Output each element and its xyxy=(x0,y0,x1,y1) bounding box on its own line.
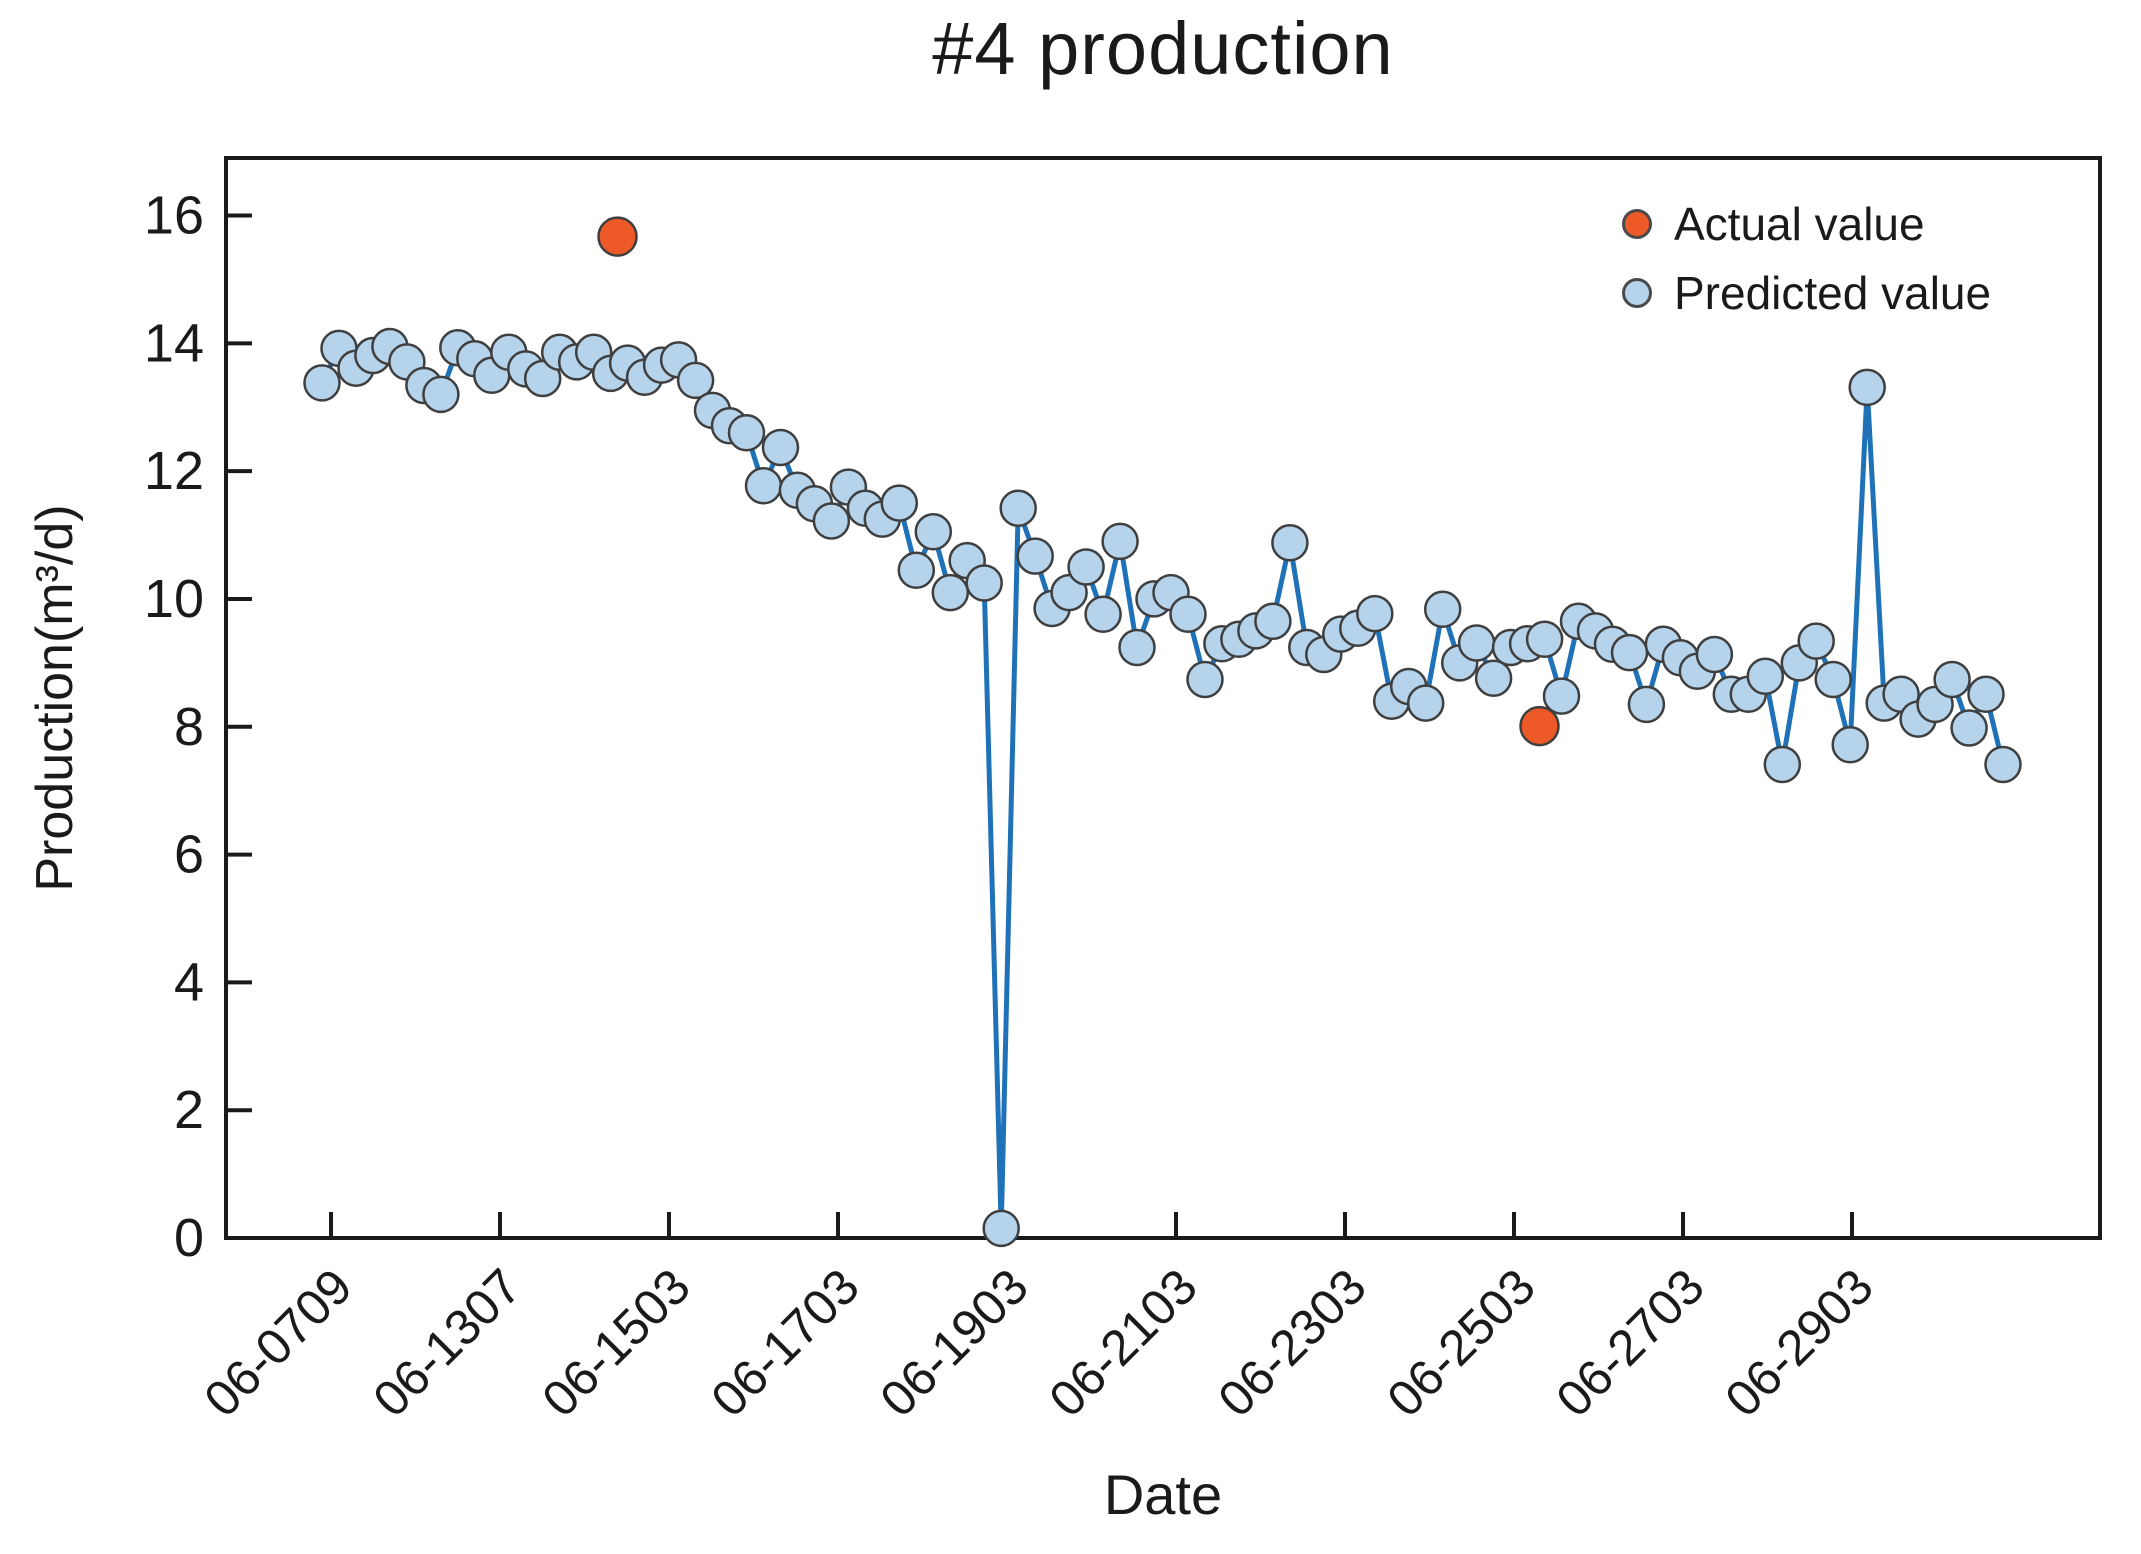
y-tick-label: 8 xyxy=(174,697,204,757)
legend-label-predicted: Predicted value xyxy=(1674,267,1992,319)
predicted-data-point xyxy=(1542,677,1581,715)
predicted-data-point xyxy=(1254,602,1292,641)
predicted-data-point xyxy=(1457,624,1496,662)
chart-title: #4 production xyxy=(932,7,1394,90)
y-tick-label: 4 xyxy=(174,952,204,1012)
predicted-data-point xyxy=(982,1209,1020,1248)
y-tick-label: 14 xyxy=(144,313,204,373)
predicted-value-marker-icon xyxy=(1622,278,1652,308)
x-tick-label: 06-2503 xyxy=(1376,1258,1545,1427)
legend-item-predicted: Predicted value xyxy=(1622,263,1991,323)
x-tick-label: 06-1307 xyxy=(362,1258,531,1427)
predicted-data-point xyxy=(727,414,766,452)
x-axis-title: Date xyxy=(1103,1463,1223,1526)
predicted-data-point xyxy=(1610,633,1649,672)
actual-data-point xyxy=(597,216,638,257)
x-tick-label: 06-2703 xyxy=(1545,1258,1714,1427)
predicted-data-point xyxy=(1050,573,1088,612)
predicted-data-point xyxy=(1797,622,1835,660)
predicted-data-point xyxy=(744,467,783,505)
predicted-data-point xyxy=(1950,709,1988,747)
predicted-data-point xyxy=(1984,745,2022,784)
actual-value-marker-icon xyxy=(1622,209,1652,239)
predicted-data-point xyxy=(999,489,1037,527)
predicted-data-point xyxy=(931,573,970,612)
y-tick-label: 10 xyxy=(144,569,204,629)
predicted-data-point xyxy=(1101,522,1139,561)
predicted-data-point xyxy=(1763,745,1802,784)
y-tick-label: 2 xyxy=(174,1080,204,1140)
predicted-data-point xyxy=(914,513,953,551)
predicted-data-point xyxy=(422,375,460,414)
predicted-data-point xyxy=(1814,660,1852,699)
x-tick-label: 06-1703 xyxy=(700,1258,869,1427)
x-tick-label: 06-1903 xyxy=(869,1258,1038,1427)
predicted-data-point xyxy=(1084,595,1122,634)
predicted-data-point xyxy=(1627,685,1666,724)
predicted-data-point xyxy=(1186,660,1224,699)
y-tick-label: 6 xyxy=(174,825,204,885)
predicted-data-point xyxy=(880,484,919,522)
predicted-data-point xyxy=(1169,595,1207,634)
legend: Actual value Predicted value xyxy=(1622,194,1991,323)
predicted-data-point xyxy=(1933,660,1971,699)
predicted-data-point xyxy=(1118,628,1156,667)
predicted-data-point xyxy=(1423,590,1462,628)
y-tick-label: 0 xyxy=(174,1208,204,1268)
predicted-data-point xyxy=(965,564,1003,602)
predicted-data-point xyxy=(1356,594,1394,633)
predicted-data-point xyxy=(676,361,715,400)
predicted-data-point xyxy=(1831,725,1869,764)
predicted-data-point xyxy=(1525,620,1564,658)
predicted-data-point xyxy=(1016,537,1054,575)
x-tick-label: 06-0709 xyxy=(193,1258,362,1427)
predicted-data-point xyxy=(1967,675,2005,713)
prediction-line xyxy=(319,344,2006,1231)
predicted-data-point xyxy=(303,364,341,402)
predicted-data-point xyxy=(1695,635,1734,674)
predicted-data-point xyxy=(897,551,936,589)
y-tick-label: 12 xyxy=(144,441,204,501)
predicted-data-point xyxy=(1848,368,1886,407)
predicted-data-point xyxy=(1067,548,1105,586)
predicted-data-point xyxy=(523,359,562,398)
predicted-data-point xyxy=(1271,523,1309,562)
x-tick-label: 06-1503 xyxy=(531,1258,700,1427)
x-tick-label: 06-2903 xyxy=(1714,1258,1883,1427)
x-tick-label: 06-2103 xyxy=(1038,1258,1207,1427)
y-tick-label: 16 xyxy=(144,186,204,246)
predicted-data-point xyxy=(1474,659,1513,697)
actual-data-point xyxy=(1519,705,1560,747)
legend-item-actual: Actual value xyxy=(1622,194,1991,254)
predicted-data-point xyxy=(761,428,800,467)
predicted-data-point xyxy=(1406,684,1445,722)
plot-frame xyxy=(224,156,2102,1240)
y-axis-title: Production(m³/d) xyxy=(26,504,84,892)
legend-label-actual: Actual value xyxy=(1674,198,1925,250)
x-tick-label: 06-2303 xyxy=(1207,1258,1376,1427)
predicted-data-point xyxy=(1746,657,1785,696)
predicted-data-point xyxy=(812,502,851,540)
